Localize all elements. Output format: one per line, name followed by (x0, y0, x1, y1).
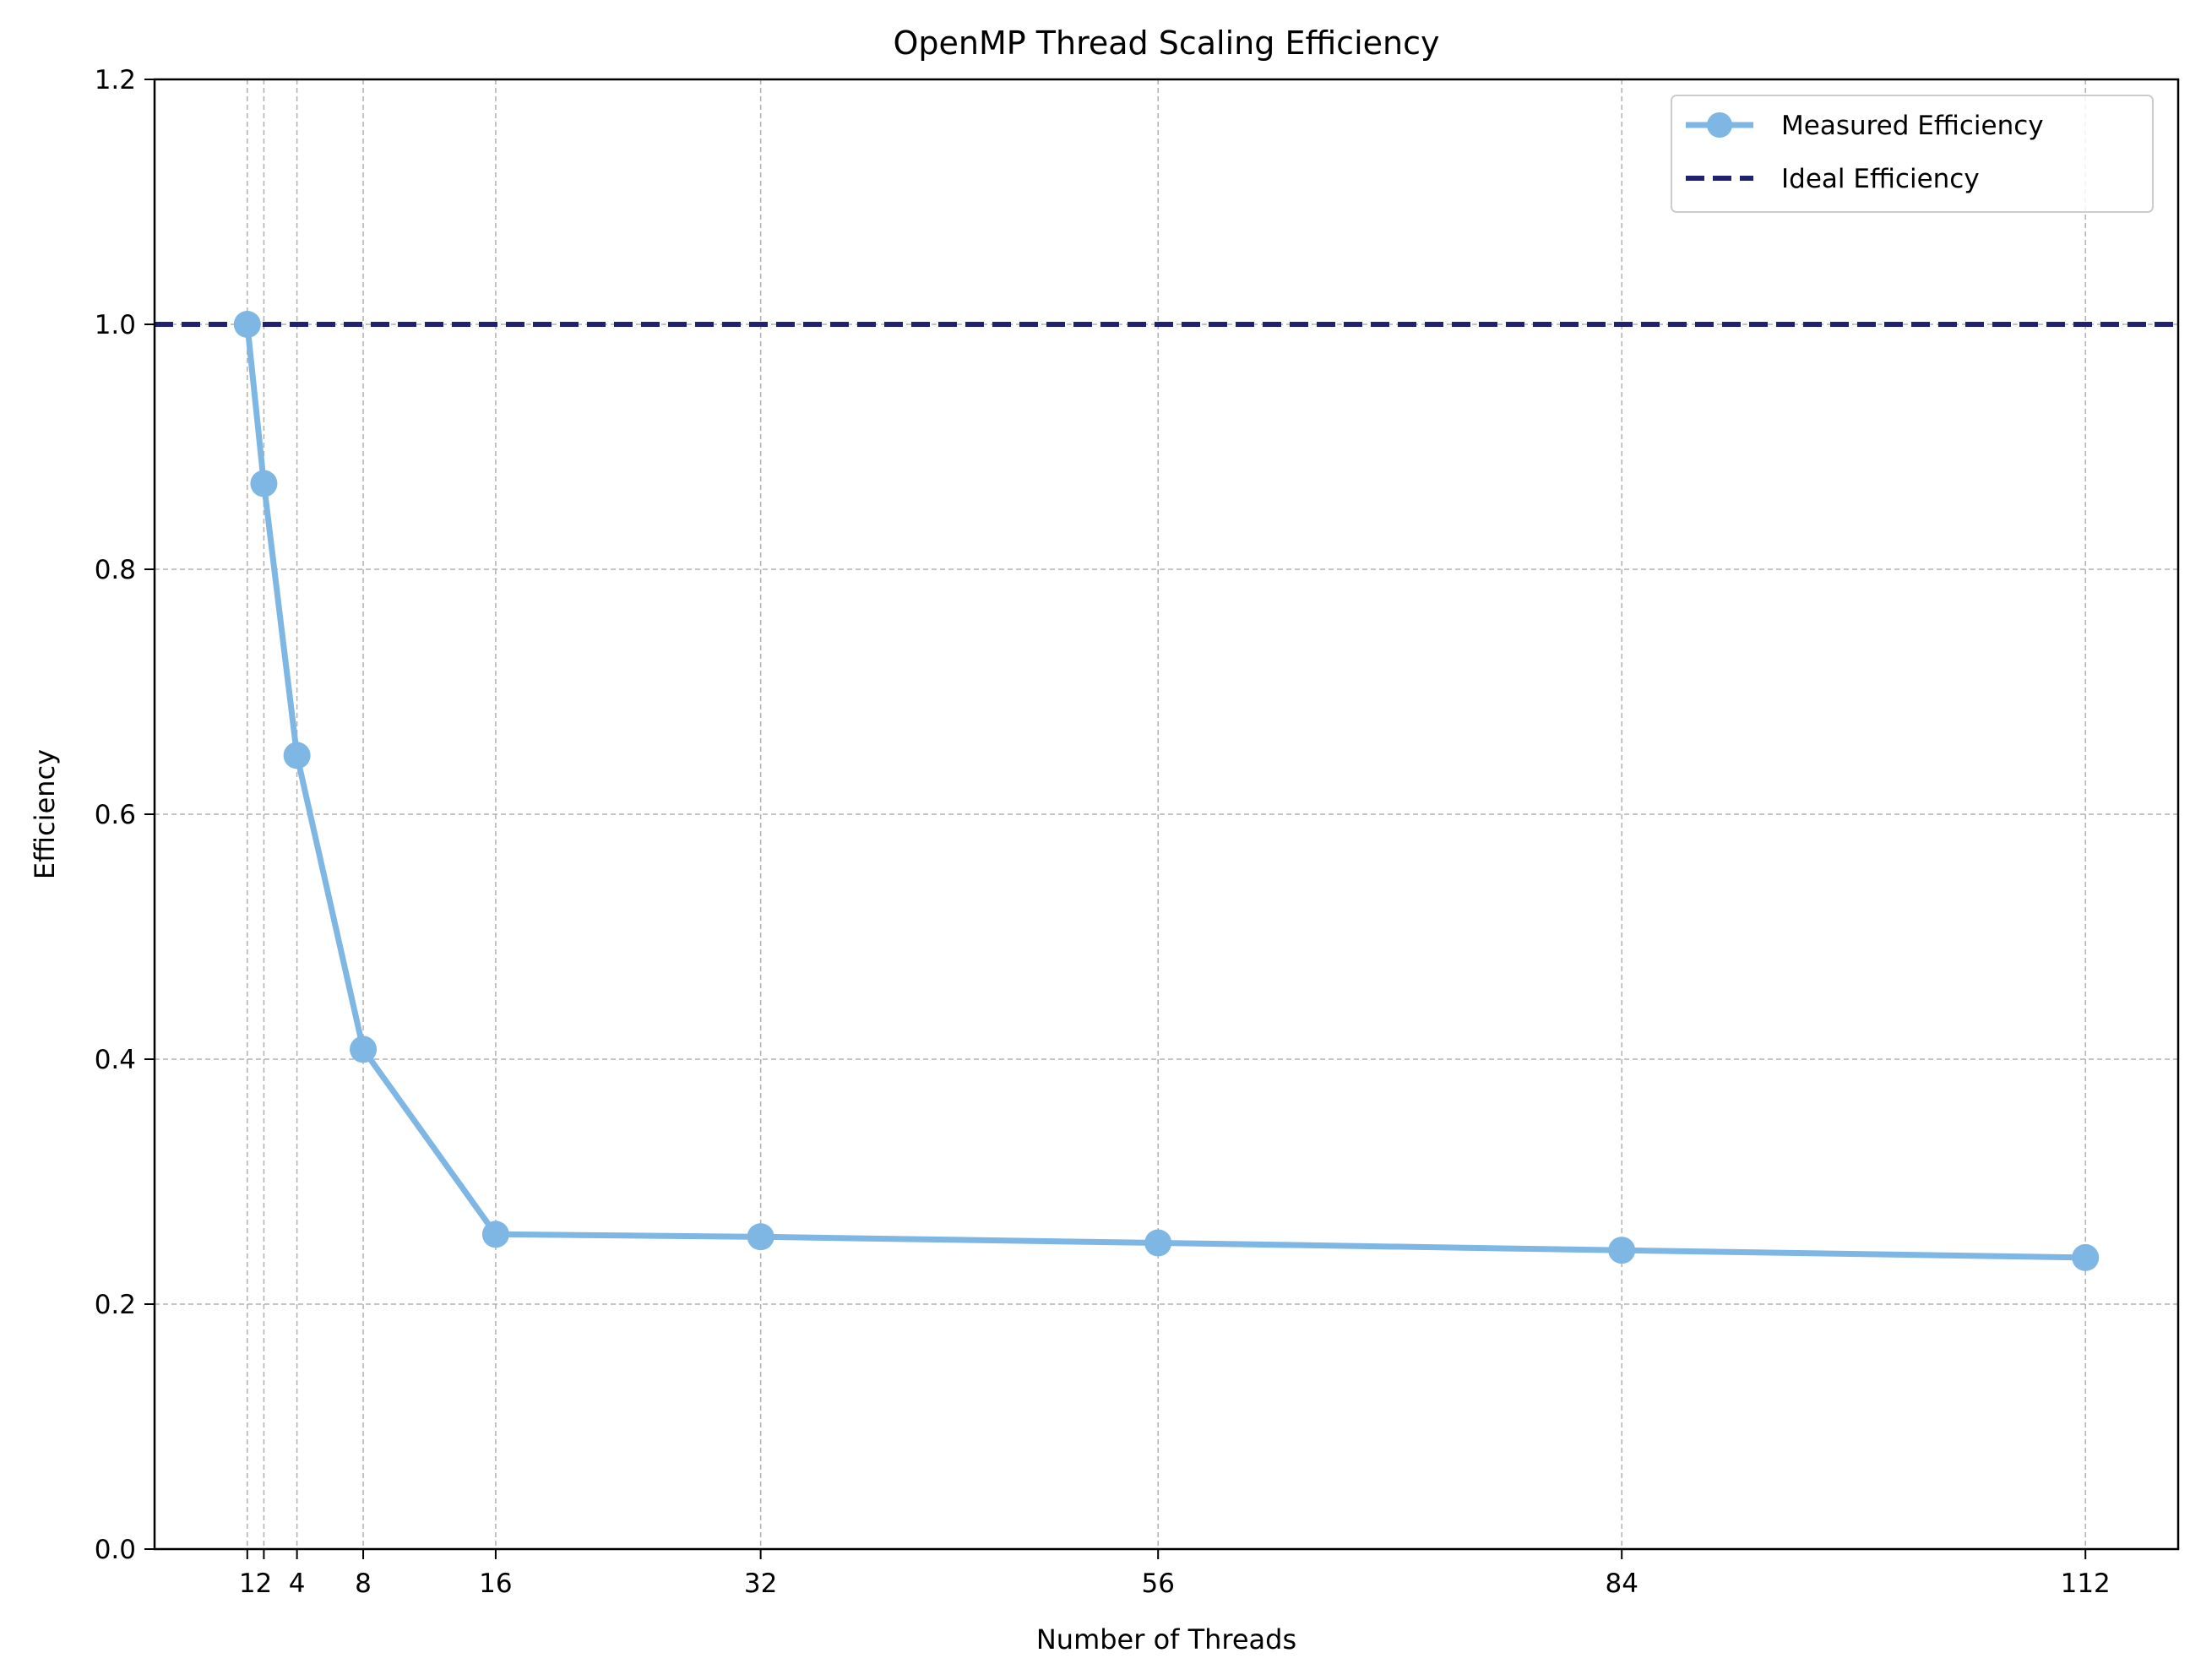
data-point (233, 311, 261, 338)
measured-series (233, 311, 2100, 1271)
x-tick-label: 2 (256, 1569, 273, 1599)
data-point (481, 1221, 509, 1248)
legend: Measured Efficiency Ideal Efficiency (1671, 95, 2154, 213)
x-axis-label: Number of Threads (1036, 1623, 1296, 1656)
x-tick-label: 112 (2061, 1569, 2111, 1599)
legend-label-measured: Measured Efficiency (1781, 111, 2044, 141)
x-axis-ticks: 1 2 4 8 16 32 56 84 112 (239, 1549, 2111, 1599)
data-point (747, 1223, 774, 1251)
data-point (1608, 1237, 1636, 1264)
y-axis-ticks: 0.0 0.2 0.4 0.6 0.8 1.0 1.2 (95, 65, 155, 1565)
legend-box (1671, 95, 2154, 213)
y-axis-label: Efficiency (29, 749, 61, 879)
x-tick-label: 32 (744, 1569, 777, 1599)
legend-label-ideal: Ideal Efficiency (1781, 164, 1980, 194)
chart-title: OpenMP Thread Scaling Efficiency (894, 24, 1440, 62)
x-tick-label: 8 (355, 1569, 372, 1599)
data-point (2072, 1243, 2100, 1271)
y-tick-label: 0.0 (95, 1535, 136, 1565)
y-tick-label: 0.4 (95, 1045, 136, 1075)
x-tick-label: 1 (239, 1569, 256, 1599)
x-tick-label: 16 (479, 1569, 512, 1599)
x-tick-label: 56 (1141, 1569, 1174, 1599)
data-point (1144, 1229, 1172, 1257)
y-tick-label: 0.6 (95, 800, 136, 830)
data-point (250, 470, 278, 497)
data-point (283, 742, 311, 769)
data-point (350, 1036, 378, 1063)
y-tick-label: 1.0 (95, 310, 136, 340)
y-tick-label: 1.2 (95, 65, 136, 95)
y-tick-label: 0.2 (95, 1290, 136, 1320)
y-tick-label: 0.8 (95, 555, 136, 585)
x-tick-label: 84 (1605, 1569, 1638, 1599)
x-tick-label: 4 (289, 1569, 306, 1599)
legend-measured-swatch-marker (1707, 112, 1732, 138)
